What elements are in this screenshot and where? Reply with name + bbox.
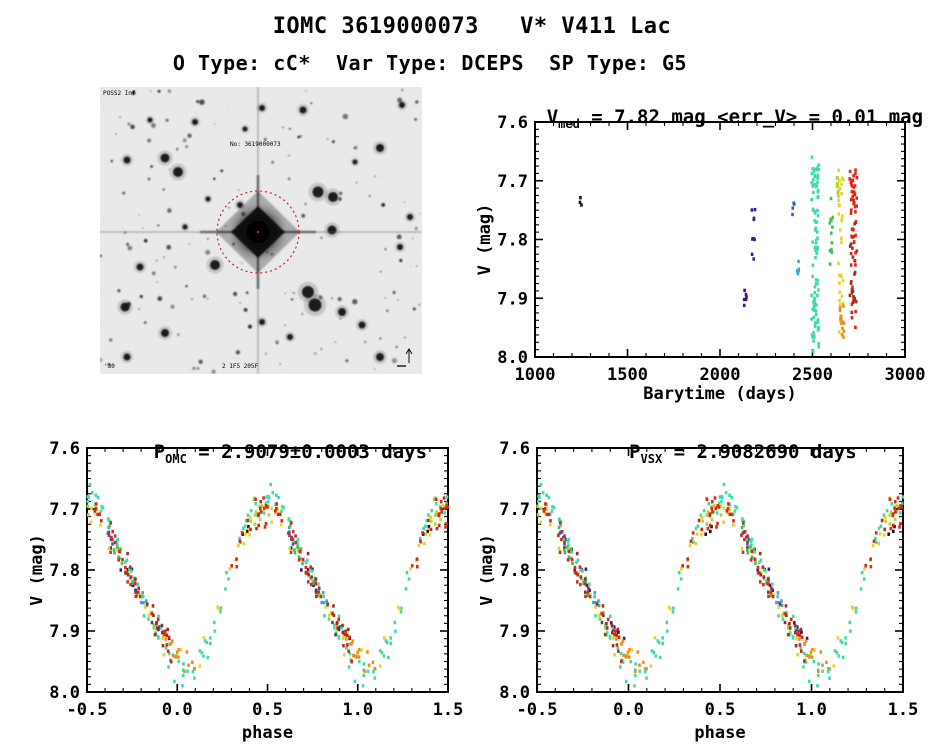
y-tick-label: 7.8 (497, 231, 528, 251)
survey-label: POSS2 Inf (103, 90, 136, 97)
y-tick-label: 7.8 (49, 561, 80, 581)
y-tick-label: 8.0 (497, 348, 528, 368)
star-field (100, 88, 421, 374)
y-tick-label: 7.6 (49, 440, 80, 459)
target-center-dot (256, 230, 260, 234)
scatter-points (86, 482, 450, 688)
x-tick-label: 1.5 (433, 700, 464, 720)
time-plot-title-subscript: med (558, 116, 580, 131)
y-tick-label: 8.0 (49, 683, 80, 703)
omc-plot-title: POMC = 2.9079±0.0003 days (87, 419, 448, 488)
orientation-arrow-icon (397, 348, 413, 367)
y-axis-label: V (mag) (480, 534, 497, 606)
time-series-plot: 1000 1500 2000 2500 3000 7.6 7.7 7.8 7.9 8.0 Baryt… (475, 113, 925, 404)
x-tick-label: -0.5 (517, 700, 558, 720)
x-tick-label: 1500 (607, 365, 648, 385)
y-tick-label: 7.9 (49, 622, 80, 642)
x-tick-label: 0.5 (252, 700, 283, 720)
x-tick-label: 0.0 (613, 700, 644, 720)
page-subtitle: O Type: cC* Var Type: DCEPS SP Type: G5 (172, 51, 688, 75)
x-tick-label: 0.5 (705, 700, 736, 720)
vsx-plot-title-subscript: VSX (640, 451, 663, 466)
scatter-points (536, 482, 905, 688)
y-tick-label: 7.7 (499, 500, 530, 520)
axes: 1000 1500 2000 2500 3000 7.6 7.7 7.8 7.9 8.0 (497, 113, 925, 385)
axes: -0.5 0.0 0.5 1.0 1.5 7.6 7.7 7.8 7.9 8.0 (499, 440, 918, 720)
x-tick-label: 3000 (885, 365, 926, 385)
x-axis-label: phase (694, 723, 745, 743)
x-axis-label: Barytime (days) (643, 384, 797, 404)
x-tick-label: 2500 (792, 365, 833, 385)
y-tick-label: 7.8 (499, 561, 530, 581)
x-tick-label: 0.0 (162, 700, 193, 720)
y-tick-label: 7.6 (499, 440, 530, 459)
x-tick-label: 2000 (700, 365, 741, 385)
y-tick-label: 7.7 (49, 500, 80, 520)
x-tick-label: -0.5 (67, 700, 108, 720)
corner-label: '30 (104, 363, 115, 370)
time-plot-title-prefix: V (546, 106, 559, 128)
y-tick-label: 7.6 (497, 113, 528, 133)
x-tick-label: 1.5 (888, 700, 919, 720)
page-title: IOMC 3619000073 V* V411 Lac (272, 14, 672, 39)
vsx-plot-title-text: = 2.9082690 days (662, 441, 857, 463)
omc-plot-title-text: = 2.9079±0.0003 days (186, 441, 428, 463)
vsx-plot-title: PVSX = 2.9082690 days (537, 419, 903, 488)
scatter-points (578, 155, 859, 353)
omc-plot-title-subscript: OMC (165, 451, 187, 466)
phase-plot-vsx: -0.5 0.0 0.5 1.0 1.5 7.6 7.7 7.8 7.9 8.0 phase V (m… (480, 440, 918, 743)
y-tick-label: 7.9 (497, 289, 528, 309)
y-tick-label: 7.7 (497, 172, 528, 192)
finder-chart-image: POSS2 Inf No: 3619000073 2 1F5 205F '30 (100, 87, 422, 374)
phase-plot-omc: -0.5 0.0 0.5 1.0 1.5 7.6 7.7 7.8 7.9 8.0 phase V (m… (30, 440, 463, 743)
y-tick-label: 7.9 (499, 622, 530, 642)
x-tick-label: 1.0 (796, 700, 827, 720)
axes: -0.5 0.0 0.5 1.0 1.5 7.6 7.7 7.8 7.9 8.0 (49, 440, 463, 720)
target-marker-circle (216, 190, 300, 274)
x-axis-label: phase (242, 723, 293, 743)
finder-noise-texture (100, 87, 419, 373)
x-tick-label: 1000 (515, 365, 556, 385)
x-tick-label: 1.0 (342, 700, 373, 720)
y-tick-label: 8.0 (499, 683, 530, 703)
target-id-label: No: 3619000073 (230, 141, 281, 148)
plate-label: 2 1F5 205F (222, 363, 259, 370)
y-axis-label: V (mag) (30, 534, 47, 606)
y-axis-label: V (mag) (475, 204, 495, 276)
vsx-plot-title-prefix: P (629, 441, 641, 463)
